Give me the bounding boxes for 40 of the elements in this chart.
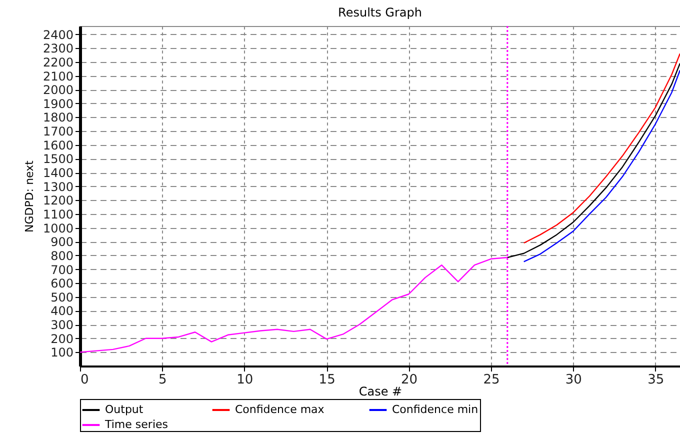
y-tick-label: 300: [50, 318, 74, 332]
y-tick-label: 2200: [42, 55, 74, 70]
legend-label: Time series: [104, 418, 168, 431]
x-tick-label: 10: [236, 372, 254, 388]
x-tick-label: 30: [565, 372, 582, 388]
y-tick-label: 2300: [42, 42, 74, 56]
x-tick-label: 0: [80, 372, 89, 388]
y-tick-label: 1000: [42, 221, 74, 236]
y-tick-label: 200: [50, 332, 74, 346]
legend-label: Confidence min: [392, 403, 478, 416]
y-tick-label: 1900: [42, 96, 74, 111]
y-tick-label: 600: [50, 276, 74, 291]
x-tick-label: 25: [483, 372, 500, 388]
y-tick-label: 1200: [42, 194, 74, 208]
y-tick-label: 1400: [42, 166, 74, 180]
x-tick-label: 5: [158, 372, 167, 388]
y-tick-label: 900: [50, 235, 74, 250]
line-series: [523, 53, 680, 244]
y-tick-label: 700: [50, 262, 74, 277]
y-tick-label: 1600: [42, 138, 74, 152]
y-tick-label: 400: [50, 304, 74, 318]
y-tick-label: 500: [50, 290, 74, 304]
x-tick-label: 15: [318, 372, 336, 388]
legend-label: Confidence max: [235, 403, 325, 416]
y-tick-label: 100: [50, 346, 74, 360]
x-tick-label: 35: [648, 372, 664, 388]
y-tick-label: 800: [50, 248, 74, 263]
x-axis-title: Case #: [358, 384, 402, 398]
y-tick-label: 2400: [42, 28, 74, 42]
y-tick-label: 2100: [42, 69, 74, 84]
x-tick-label: 20: [400, 372, 418, 388]
y-axis-title: NGDPD: next: [22, 160, 36, 232]
y-tick-label: 1500: [42, 152, 74, 166]
y-tick-label: 2000: [42, 83, 74, 98]
chart-title: Results Graph: [338, 5, 422, 20]
y-tick-label: 1700: [42, 124, 74, 139]
y-tick-label: 1100: [42, 207, 74, 222]
y-tick-label: 1800: [42, 110, 74, 125]
y-tick-label: 1300: [42, 180, 74, 194]
legend-label: Output: [105, 403, 144, 416]
